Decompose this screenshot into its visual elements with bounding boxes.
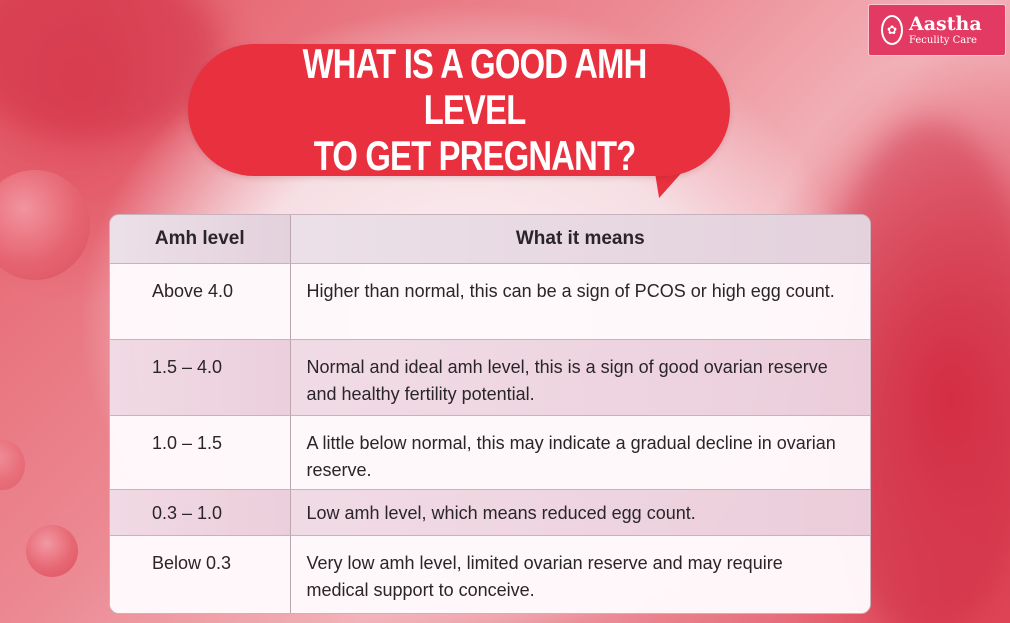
meaning-cell: Very low amh level, limited ovarian rese…: [290, 535, 870, 613]
meaning-cell: A little below normal, this may indicate…: [290, 415, 870, 490]
table-row: 1.5 – 4.0 Normal and ideal amh level, th…: [110, 339, 870, 416]
table-row: Below 0.3 Very low amh level, limited ov…: [110, 535, 870, 613]
cell-decoration: [0, 170, 90, 280]
headline-speech-bubble: WHAT IS A GOOD AMH LEVEL TO GET PREGNANT…: [188, 40, 730, 179]
meaning-cell: Low amh level, which means reduced egg c…: [290, 489, 870, 536]
brand-logo[interactable]: ✿ Aastha Feculity Care: [868, 4, 1006, 56]
brand-tagline: Feculity Care: [909, 34, 977, 46]
amh-level-cell: 0.3 – 1.0: [110, 489, 291, 536]
table-row: Above 4.0 Higher than normal, this can b…: [110, 263, 870, 340]
amh-level-cell: 1.0 – 1.5: [110, 415, 291, 490]
column-header-meaning: What it means: [290, 215, 870, 264]
page-title: WHAT IS A GOOD AMH LEVEL TO GET PREGNANT…: [302, 40, 648, 179]
meaning-cell: Higher than normal, this can be a sign o…: [290, 263, 870, 340]
cell-decoration: [26, 525, 78, 577]
amh-level-cell: 1.5 – 4.0: [110, 339, 291, 416]
amh-level-table: Amh level What it means Above 4.0 Higher…: [109, 214, 871, 614]
table-header-row: Amh level What it means: [110, 215, 870, 264]
table-row: 1.0 – 1.5 A little below normal, this ma…: [110, 415, 870, 490]
column-header-amh-level: Amh level: [110, 215, 291, 264]
table-row: 0.3 – 1.0 Low amh level, which means red…: [110, 489, 870, 536]
amh-level-cell: Below 0.3: [110, 535, 291, 613]
brand-name: Aastha: [909, 12, 982, 35]
amh-level-cell: Above 4.0: [110, 263, 291, 340]
meaning-cell: Normal and ideal amh level, this is a si…: [290, 339, 870, 416]
brand-emblem-icon: ✿: [881, 15, 903, 45]
